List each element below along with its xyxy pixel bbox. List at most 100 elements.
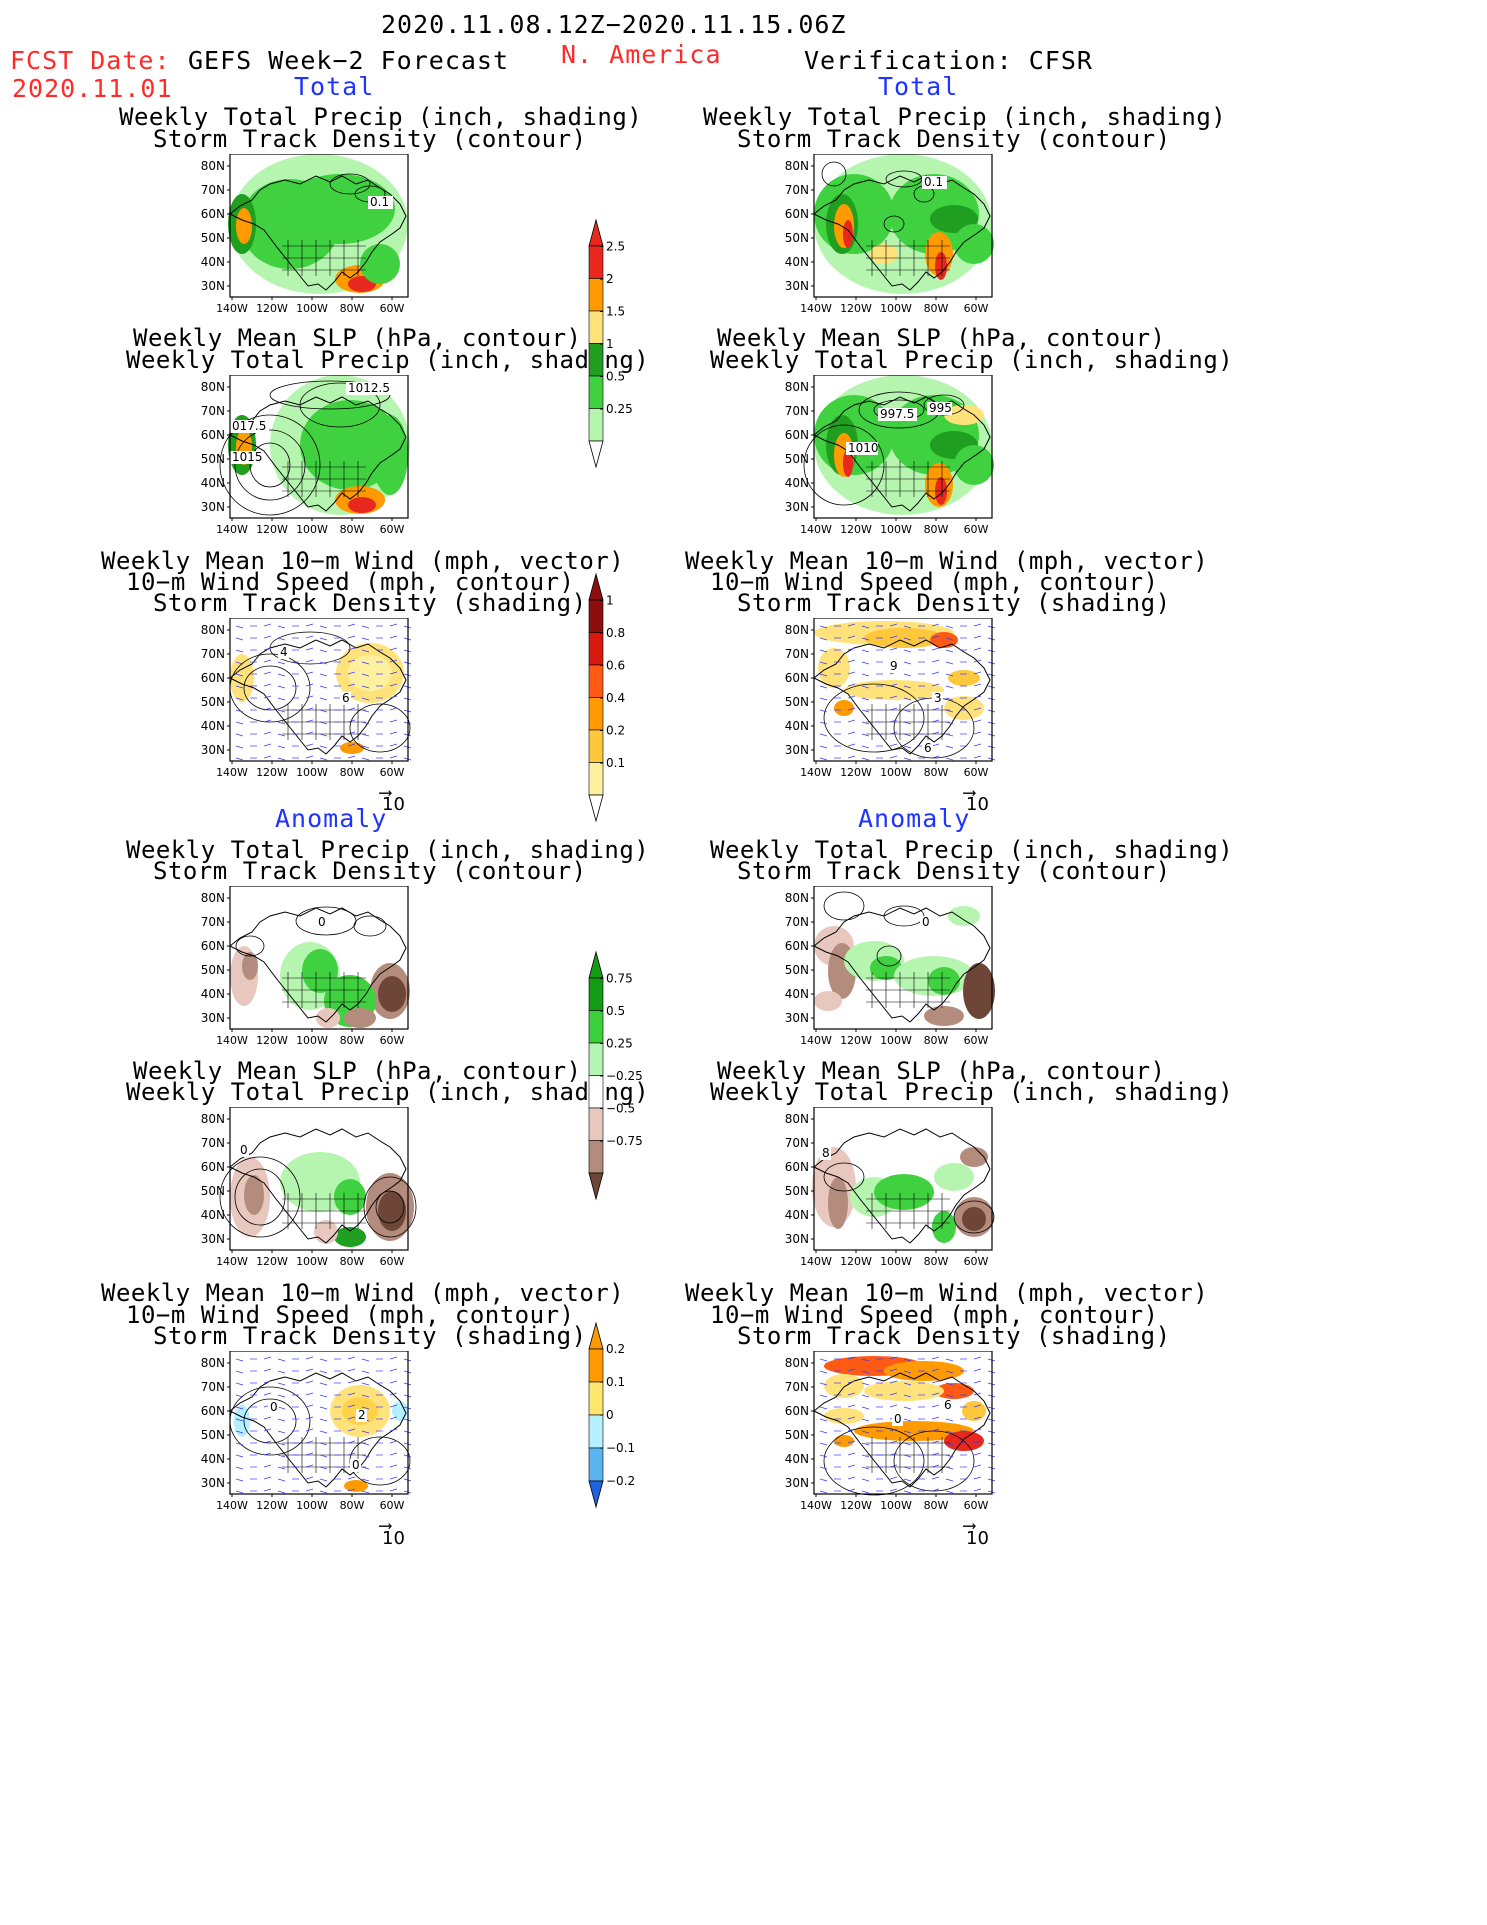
lon-tick-label: 80W	[340, 1499, 365, 1512]
colorbar-label: 0.6	[606, 659, 625, 673]
wind-vector	[319, 625, 328, 629]
wind-vector	[361, 721, 370, 725]
map-svg: 997.5 995 1010 80N 70N 60N 50N 40N 30N 140W 120W 10…	[785, 374, 994, 536]
contour-line	[823, 1162, 865, 1192]
panel-title: Storm Track Density (shading)	[153, 589, 587, 617]
lat-tick-label: 30N	[201, 1232, 225, 1246]
wind-vector	[319, 673, 328, 677]
wind-vector	[305, 743, 314, 747]
contour-label: 0.1	[924, 175, 943, 189]
contour-label: 1012.5	[348, 381, 390, 395]
fcst-precip-track-anomaly-map: 0 80N 70N 60N 50N 40N 30N 140W 120W 100W 80W 60W	[200, 885, 420, 1048]
lat-tick-label: 50N	[785, 963, 809, 977]
wind-vector	[277, 1442, 286, 1446]
wind-vector	[819, 1466, 828, 1470]
wind-vector	[235, 709, 244, 713]
lat-tick-label: 80N	[201, 159, 225, 173]
colorbar-segment	[588, 1381, 604, 1416]
contour-label: 0	[318, 915, 326, 929]
colorbar-label: 0.25	[606, 1037, 633, 1051]
wind-vector	[945, 1490, 954, 1494]
wind-vector	[847, 1488, 856, 1492]
panel-title: Weekly Total Precip (inch, shading)	[710, 346, 1234, 374]
wind-vector	[889, 719, 898, 723]
wind-vector	[931, 1380, 940, 1384]
contour-line	[349, 703, 411, 753]
precip-anomaly-colorbar: 0.75 0.5 0.25 −0.25 −0.5 −0.75	[585, 950, 645, 1201]
wind-vector	[819, 649, 828, 653]
wind-vector	[361, 1490, 370, 1494]
wind-vector	[277, 1358, 286, 1362]
wind-vector	[847, 1392, 856, 1396]
wind-vector	[973, 743, 982, 747]
wind-vector	[861, 673, 870, 677]
lon-tick-label: 140W	[800, 302, 832, 315]
shading-region	[824, 1408, 864, 1424]
lon-tick-label: 100W	[296, 1034, 328, 1047]
wind-vector	[903, 757, 912, 761]
lat-tick-label: 50N	[785, 1428, 809, 1442]
fcst-date-label: FCST Date:	[10, 46, 171, 75]
colorbar-segment	[588, 762, 604, 796]
wind-vector	[389, 1368, 398, 1372]
shading-region	[843, 449, 853, 477]
wind-vector	[235, 661, 244, 665]
shading-region	[843, 220, 853, 248]
wind-vector	[903, 637, 912, 641]
wind-vector	[889, 1452, 898, 1456]
wind-vector	[861, 685, 870, 689]
lat-tick-label: 50N	[785, 695, 809, 709]
lat-tick-label: 30N	[201, 279, 225, 293]
wind-vector	[903, 1478, 912, 1482]
contour-label: 0	[240, 1143, 248, 1157]
lat-tick-label: 50N	[785, 1184, 809, 1198]
shading-region	[818, 648, 850, 688]
wind-vector	[389, 1428, 398, 1432]
lat-tick-label: 50N	[201, 1184, 225, 1198]
wind-vector	[235, 649, 244, 653]
wind-vector	[277, 709, 286, 713]
lon-tick-label: 140W	[800, 1034, 832, 1047]
lon-tick-label: 100W	[880, 1255, 912, 1268]
wind-vector	[861, 1466, 870, 1470]
map-svg: 9 3 6 80N 70N 60N 50N 40N 30N 140W 120W 100W 80W 60W	[785, 617, 996, 779]
lon-tick-label: 60W	[964, 1255, 989, 1268]
lat-tick-label: 60N	[785, 1404, 809, 1418]
wind-vector	[235, 1382, 244, 1386]
wind-vector	[847, 1476, 856, 1480]
coastline	[229, 907, 407, 1023]
lon-tick-label: 60W	[380, 302, 405, 315]
fcst-slp-precip-anomaly-map: 0 80N 70N 60N 50N 40N 30N 140W 120W 100W 80W 60W	[200, 1106, 420, 1269]
wind-vector	[235, 685, 244, 689]
lon-tick-label: 140W	[800, 766, 832, 779]
lon-tick-label: 80W	[924, 302, 949, 315]
lat-tick-label: 50N	[201, 963, 225, 977]
cfsr-precip-track-anomaly-map: 0 80N 70N 60N 50N 40N 30N 140W 120W 100W 80W 60W	[784, 885, 1004, 1048]
lat-tick-label: 80N	[201, 380, 225, 394]
wind-vector	[361, 1454, 370, 1458]
wind-vector	[889, 1488, 898, 1492]
lon-tick-label: 100W	[880, 766, 912, 779]
lon-tick-label: 60W	[964, 302, 989, 315]
lat-tick-label: 70N	[785, 404, 809, 418]
contour-line	[363, 1176, 417, 1238]
wind-vector	[347, 1416, 356, 1420]
shading-region	[870, 244, 898, 264]
contour-line	[823, 1426, 925, 1496]
contour-line	[375, 1190, 405, 1224]
contour-label: 6	[944, 1398, 952, 1412]
wind-vector	[847, 1404, 856, 1408]
panel-title: Weekly Mean SLP (hPa, contour)	[717, 324, 1166, 352]
wind-vector	[361, 649, 370, 653]
wind-vector	[319, 721, 328, 725]
wind-vector	[861, 649, 870, 653]
map-svg: 1012.5 017.5 1015 80N 70N 60N 50N 40N 30N 140W 120…	[201, 374, 410, 536]
wind-vector	[945, 625, 954, 629]
lat-tick-label: 50N	[201, 231, 225, 245]
wind-vector	[973, 1392, 982, 1396]
wind-vector	[305, 1476, 314, 1480]
lat-tick-label: 80N	[785, 380, 809, 394]
wind-vector	[277, 1406, 286, 1410]
wind-vector	[847, 1416, 856, 1420]
wind-vector	[889, 1440, 898, 1444]
